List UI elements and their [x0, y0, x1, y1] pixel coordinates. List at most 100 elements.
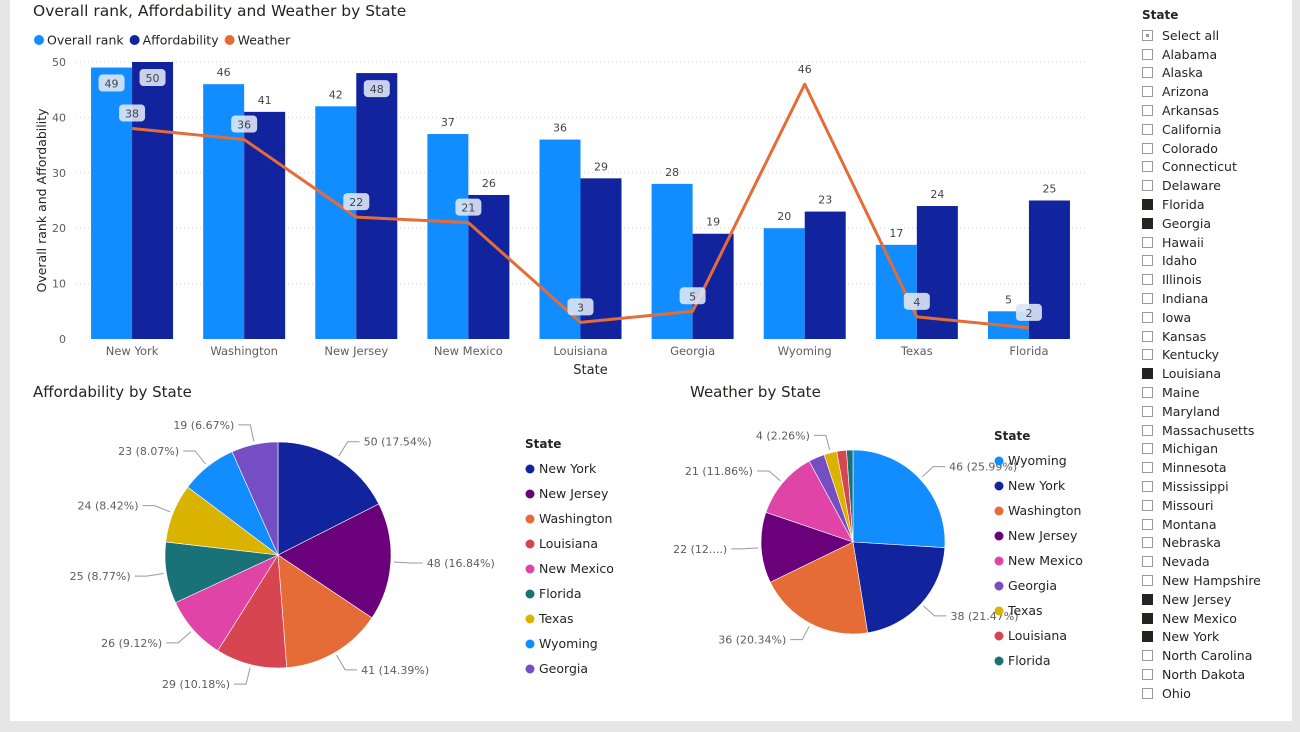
checkbox[interactable]	[1142, 217, 1153, 229]
pie-legend-marker	[525, 639, 535, 649]
checkbox[interactable]	[1142, 687, 1153, 699]
data-label: 42	[329, 88, 343, 101]
pie-legend-label: Texas	[1007, 603, 1043, 618]
slicer-list[interactable]: Select all Alabama Alaska Arizona Arkansas Ca…	[1142, 26, 1282, 706]
pie-data-label: 46 (25.99%)	[949, 461, 1017, 474]
slicer-item-label: Georgia	[1162, 215, 1212, 231]
slicer-item-missouri[interactable]: Missouri	[1142, 496, 1282, 515]
checkbox[interactable]	[1142, 575, 1153, 586]
slicer-item-arizona[interactable]: Arizona	[1142, 82, 1282, 101]
slicer-item-minnesota[interactable]: Minnesota	[1142, 458, 1282, 477]
checkbox[interactable]	[1142, 405, 1153, 417]
slicer-item-arkansas[interactable]: Arkansas	[1142, 101, 1282, 120]
pie-legend-marker	[525, 539, 535, 549]
checkbox[interactable]	[1142, 349, 1153, 361]
checkbox[interactable]	[1142, 462, 1153, 474]
slicer-item-north-dakota[interactable]: North Dakota	[1142, 665, 1282, 684]
slicer-item-colorado[interactable]: Colorado	[1142, 139, 1282, 158]
checkbox[interactable]	[1142, 612, 1153, 624]
slicer-item-hawaii[interactable]: Hawaii	[1142, 233, 1282, 252]
checkbox[interactable]	[1142, 330, 1153, 342]
x-axis-title: State	[573, 363, 607, 378]
checkbox[interactable]	[1142, 105, 1153, 117]
slicer-item-louisiana[interactable]: Louisiana	[1142, 364, 1282, 383]
slicer-item-indiana[interactable]: Indiana	[1142, 289, 1282, 308]
checkbox[interactable]	[1142, 668, 1153, 680]
data-label: 38	[125, 107, 139, 120]
checkbox[interactable]	[1142, 387, 1153, 399]
checkbox[interactable]	[1142, 161, 1153, 173]
pie-legend-marker	[525, 464, 535, 474]
pie-leader-line	[338, 441, 360, 457]
checkbox[interactable]	[1142, 29, 1153, 41]
checkbox[interactable]	[1142, 650, 1153, 662]
checkbox[interactable]	[1142, 499, 1153, 511]
slicer-item-georgia[interactable]: Georgia	[1142, 214, 1282, 233]
checkbox[interactable]	[1142, 236, 1153, 248]
slicer-item-montana[interactable]: Montana	[1142, 515, 1282, 534]
checkbox[interactable]	[1142, 274, 1153, 286]
slicer-item-california[interactable]: California	[1142, 120, 1282, 139]
checkbox[interactable]	[1142, 424, 1153, 436]
checkbox[interactable]	[1142, 481, 1153, 493]
slicer-title: State	[1142, 8, 1179, 22]
data-label-bg	[567, 298, 594, 316]
checkbox[interactable]	[1142, 293, 1153, 305]
checkbox[interactable]	[1142, 368, 1153, 380]
checkbox[interactable]	[1142, 518, 1153, 530]
slicer-item-maine[interactable]: Maine	[1142, 383, 1282, 402]
checkbox[interactable]	[1142, 48, 1153, 60]
slicer-item-connecticut[interactable]: Connecticut	[1142, 158, 1282, 177]
slicer-item-new-hampshire[interactable]: New Hampshire	[1142, 571, 1282, 590]
slicer-item-kansas[interactable]: Kansas	[1142, 327, 1282, 346]
slicer-item-select-all[interactable]: Select all	[1142, 26, 1282, 45]
pie-slice-new-york	[852, 541, 946, 634]
state-slicer[interactable]: State Select all Alabama Alaska Arizona Arka…	[1142, 4, 1282, 706]
slicer-item-nebraska[interactable]: Nebraska	[1142, 534, 1282, 553]
data-label: 4	[913, 296, 920, 309]
slicer-item-ohio[interactable]: Ohio	[1142, 684, 1282, 703]
slicer-item-massachusetts[interactable]: Massachusetts	[1142, 421, 1282, 440]
slicer-item-michigan[interactable]: Michigan	[1142, 440, 1282, 459]
slicer-item-label: Arizona	[1162, 84, 1209, 100]
pie-slice-washington	[769, 541, 868, 635]
slicer-item-maryland[interactable]: Maryland	[1142, 402, 1282, 421]
checkbox[interactable]	[1142, 142, 1153, 154]
pie-legend-label: Wyoming	[1008, 453, 1067, 468]
checkbox[interactable]	[1142, 86, 1153, 98]
slicer-item-new-jersey[interactable]: New Jersey	[1142, 590, 1282, 609]
slicer-item-alabama[interactable]: Alabama	[1142, 45, 1282, 64]
slicer-item-alaska[interactable]: Alaska	[1142, 64, 1282, 83]
checkbox[interactable]	[1142, 180, 1153, 192]
slicer-item-florida[interactable]: Florida	[1142, 195, 1282, 214]
pie-legend-label: New Mexico	[1008, 553, 1083, 568]
slicer-item-iowa[interactable]: Iowa	[1142, 308, 1282, 327]
checkbox[interactable]	[1142, 123, 1153, 135]
slicer-item-north-carolina[interactable]: North Carolina	[1142, 646, 1282, 665]
x-tick-label: New Mexico	[434, 344, 503, 358]
x-tick-label: Louisiana	[553, 344, 607, 358]
slicer-item-idaho[interactable]: Idaho	[1142, 252, 1282, 271]
checkbox[interactable]	[1142, 537, 1153, 549]
checkbox[interactable]	[1142, 593, 1153, 605]
checkbox[interactable]	[1142, 311, 1153, 323]
checkbox[interactable]	[1142, 255, 1153, 267]
slicer-item-new-york[interactable]: New York	[1142, 628, 1282, 647]
slicer-item-nevada[interactable]: Nevada	[1142, 552, 1282, 571]
checkbox[interactable]	[1142, 199, 1153, 211]
slicer-item-oklahoma[interactable]: Oklahoma	[1142, 703, 1282, 706]
slicer-item-label: Iowa	[1162, 309, 1192, 325]
slicer-item-illinois[interactable]: Illinois	[1142, 270, 1282, 289]
slicer-item-delaware[interactable]: Delaware	[1142, 176, 1282, 195]
pie-leader-line	[238, 424, 255, 442]
slicer-item-mississippi[interactable]: Mississippi	[1142, 477, 1282, 496]
checkbox[interactable]	[1142, 67, 1153, 79]
weather-pie-chart: 46 (25.99%)38 (21.47%)36 (20.34%)22 (12.…	[673, 429, 1083, 668]
pie-data-label: 19 (6.67%)	[173, 419, 234, 432]
checkbox[interactable]	[1142, 556, 1153, 568]
slicer-item-kentucky[interactable]: Kentucky	[1142, 346, 1282, 365]
slicer-item-new-mexico[interactable]: New Mexico	[1142, 609, 1282, 628]
checkbox[interactable]	[1142, 443, 1153, 455]
slicer-item-label: Maine	[1162, 385, 1200, 401]
checkbox[interactable]	[1142, 631, 1153, 643]
